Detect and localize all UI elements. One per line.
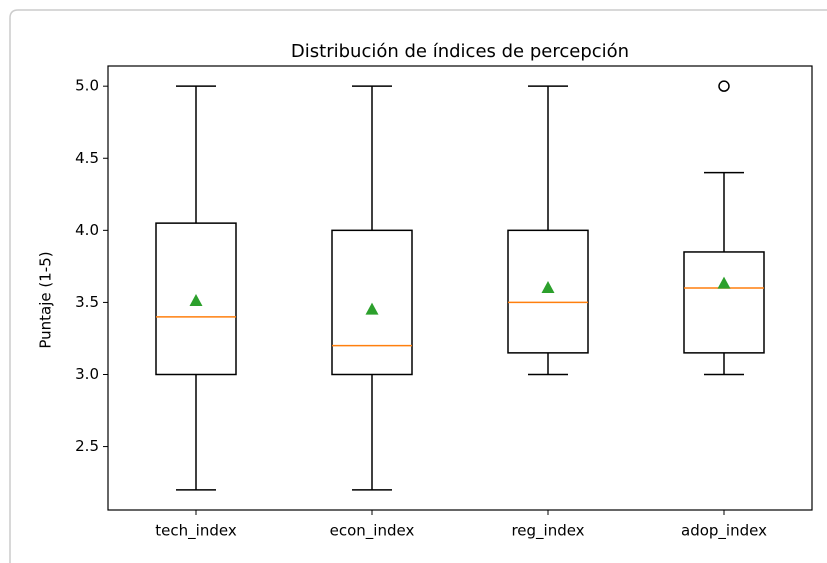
x-tick-label: reg_index: [511, 522, 584, 541]
mean-marker: [717, 276, 731, 289]
x-tick-label: adop_index: [681, 522, 767, 541]
outlier: [718, 80, 730, 92]
y-axis-label: Puntaje (1-5): [37, 251, 55, 348]
frame: [9, 9, 827, 563]
y-tick-label: 3.5: [75, 293, 99, 311]
y-tick-label: 4.5: [75, 149, 99, 167]
box: [507, 229, 589, 354]
chart-title: Distribución de índices de percepción: [291, 41, 629, 62]
box: [683, 251, 765, 354]
y-tick-label: 2.5: [75, 437, 99, 455]
box: [331, 229, 413, 376]
x-tick-label: tech_index: [155, 522, 237, 541]
axes-frame: [107, 65, 813, 511]
y-tick-label: 5.0: [75, 77, 99, 95]
y-tick-label: 3.0: [75, 365, 99, 383]
x-tick-label: econ_index: [330, 522, 415, 541]
mean-marker: [365, 302, 379, 315]
y-tick-label: 4.0: [75, 221, 99, 239]
box: [155, 222, 237, 376]
mean-marker: [541, 281, 555, 293]
mean-marker: [189, 293, 203, 306]
